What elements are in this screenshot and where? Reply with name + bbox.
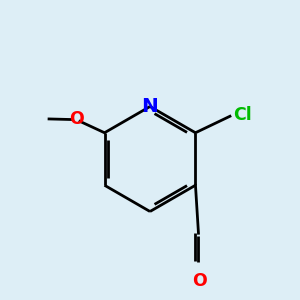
Text: O: O [69,110,83,128]
Text: N: N [142,97,158,116]
Text: Cl: Cl [234,106,252,124]
Text: O: O [192,272,206,290]
